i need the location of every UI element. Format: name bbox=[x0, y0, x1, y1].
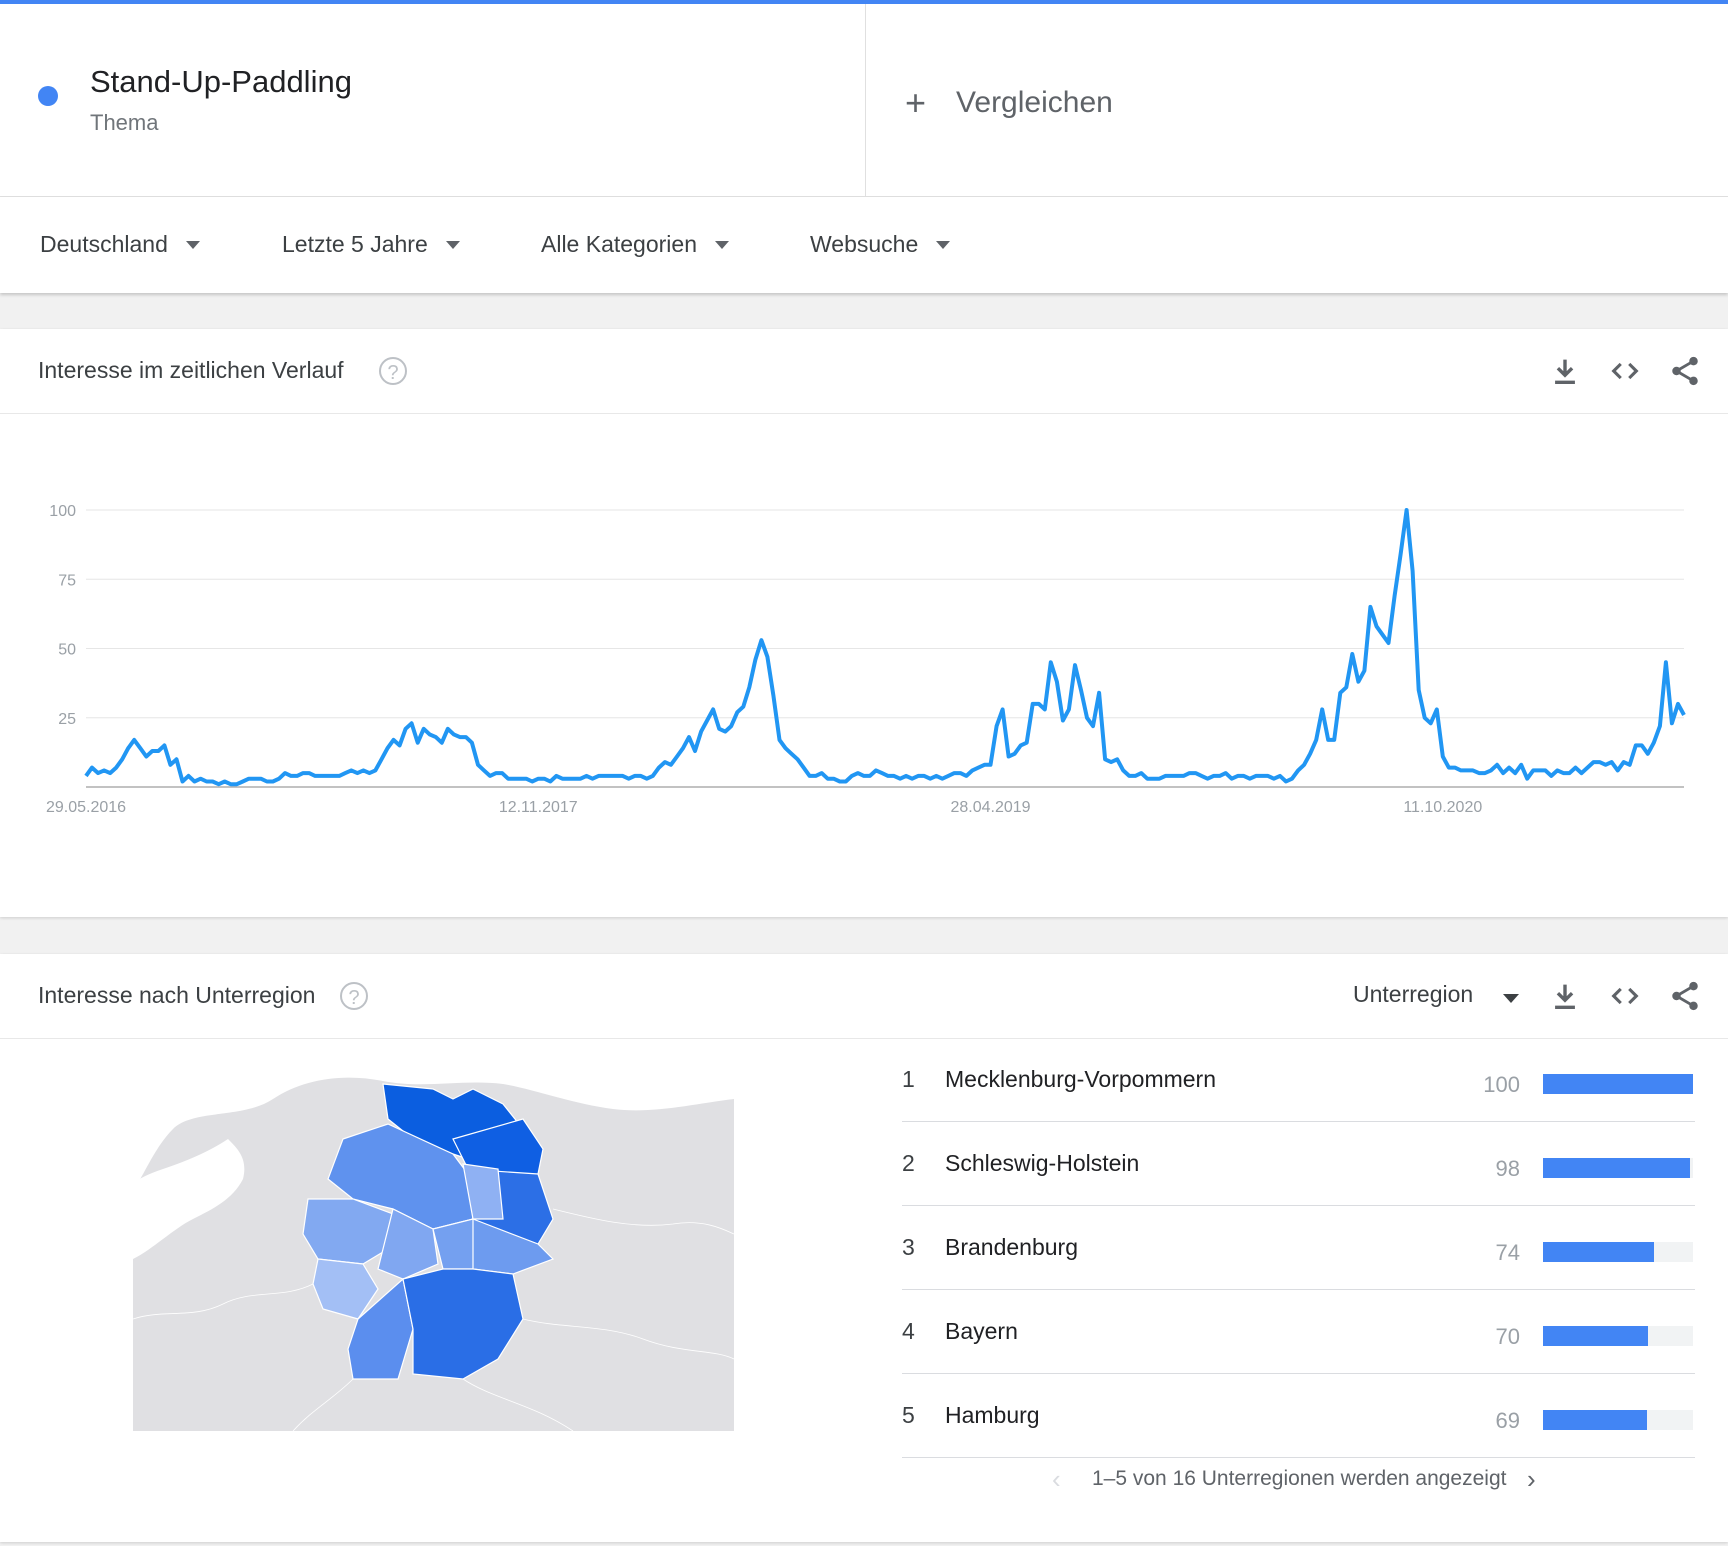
card-header: Interesse im zeitlichen Verlauf ? bbox=[0, 329, 1728, 414]
value-bar bbox=[1543, 1158, 1690, 1178]
download-icon[interactable] bbox=[1548, 979, 1582, 1013]
y-tick-label: 50 bbox=[58, 642, 76, 659]
card-title: Interesse im zeitlichen Verlauf bbox=[38, 357, 344, 383]
region-nordrhein-westfalen[interactable] bbox=[302, 1198, 394, 1265]
interest-line-chart: 100 75 50 25 29.05.2016 12.11.2017 28.04.2019 1… bbox=[46, 503, 1686, 816]
region-name: Bayern bbox=[945, 1318, 1018, 1344]
value-bar-track bbox=[1543, 1074, 1693, 1094]
chevron-down-icon bbox=[185, 240, 200, 249]
region-bayern[interactable] bbox=[402, 1268, 524, 1380]
region-value: 70 bbox=[1495, 1324, 1520, 1349]
ranking-row[interactable]: 4 Bayern 70 bbox=[902, 1290, 1695, 1374]
x-tick-label: 12.11.2017 bbox=[499, 799, 578, 816]
region-value: 98 bbox=[1495, 1156, 1520, 1181]
region-value: 74 bbox=[1495, 1240, 1520, 1265]
plus-icon: + bbox=[905, 82, 927, 123]
filter-time-dropdown[interactable]: Letzte 5 Jahre bbox=[282, 231, 460, 258]
region-value: 100 bbox=[1483, 1072, 1520, 1097]
region-name: Hamburg bbox=[945, 1402, 1040, 1428]
x-tick-label: 11.10.2020 bbox=[1403, 799, 1482, 816]
subregion-ranking-list: 1 Mecklenburg-Vorpommern 100 2 Schleswig… bbox=[902, 1038, 1695, 1458]
filter-bar: Deutschland Letzte 5 Jahre Alle Kategori… bbox=[0, 197, 1728, 293]
value-bar-track bbox=[1543, 1410, 1693, 1430]
compare-button[interactable]: + Vergleichen bbox=[905, 82, 1113, 123]
embed-code-icon[interactable] bbox=[1608, 979, 1642, 1013]
filter-label: Deutschland bbox=[40, 231, 168, 257]
resolution-label: Unterregion bbox=[1353, 981, 1474, 1007]
chevron-right-icon[interactable]: › bbox=[1527, 1464, 1536, 1494]
card-title: Interesse nach Unterregion bbox=[38, 982, 316, 1008]
term-color-dot bbox=[38, 86, 58, 106]
help-icon[interactable]: ? bbox=[379, 357, 407, 385]
filter-label: Letzte 5 Jahre bbox=[282, 231, 428, 257]
download-icon[interactable] bbox=[1548, 354, 1582, 388]
share-icon[interactable] bbox=[1668, 354, 1702, 388]
ranking-row[interactable]: 5 Hamburg 69 bbox=[902, 1374, 1695, 1458]
rank-number: 2 bbox=[902, 1150, 915, 1176]
rank-number: 4 bbox=[902, 1318, 915, 1344]
country-borders bbox=[133, 1208, 734, 1431]
interest-over-time-card: Interesse im zeitlichen Verlauf ? 100 75 5… bbox=[0, 329, 1728, 917]
chevron-left-icon[interactable]: ‹ bbox=[1052, 1464, 1061, 1494]
y-tick-label: 25 bbox=[58, 711, 76, 728]
filter-label: Alle Kategorien bbox=[541, 231, 697, 257]
x-tick-label: 29.05.2016 bbox=[46, 799, 126, 816]
interest-by-subregion-card: Interesse nach Unterregion ? Unterregion bbox=[0, 954, 1728, 1542]
pagination-text: 1–5 von 16 Unterregionen werden angezeig… bbox=[1092, 1467, 1507, 1490]
filter-label: Websuche bbox=[810, 231, 919, 257]
y-tick-label: 75 bbox=[58, 572, 76, 589]
value-bar-track bbox=[1543, 1158, 1693, 1178]
rank-number: 5 bbox=[902, 1402, 915, 1428]
rank-number: 3 bbox=[902, 1234, 915, 1260]
germany-subregion-map[interactable] bbox=[133, 1059, 734, 1431]
german-states bbox=[302, 1083, 555, 1380]
region-name: Schleswig-Holstein bbox=[945, 1150, 1140, 1176]
chevron-down-icon bbox=[1503, 994, 1519, 1003]
filter-category-dropdown[interactable]: Alle Kategorien bbox=[541, 231, 729, 258]
filter-search-type-dropdown[interactable]: Websuche bbox=[810, 231, 951, 258]
y-tick-label: 100 bbox=[49, 503, 76, 520]
region-sachsen-anhalt[interactable] bbox=[462, 1163, 504, 1220]
compare-label: Vergleichen bbox=[956, 86, 1113, 119]
value-bar bbox=[1543, 1074, 1693, 1094]
embed-code-icon[interactable] bbox=[1608, 354, 1642, 388]
search-term-bar: Stand-Up-Paddling Thema + Vergleichen bbox=[0, 4, 1728, 197]
region-value: 69 bbox=[1495, 1408, 1520, 1433]
filter-region-dropdown[interactable]: Deutschland bbox=[40, 231, 200, 258]
term-card[interactable]: Stand-Up-Paddling Thema bbox=[0, 4, 866, 196]
ranking-row[interactable]: 1 Mecklenburg-Vorpommern 100 bbox=[902, 1038, 1695, 1122]
pagination: ‹ 1–5 von 16 Unterregionen werden angeze… bbox=[0, 1464, 1728, 1494]
term-title: Stand-Up-Paddling bbox=[90, 64, 352, 99]
ranking-row[interactable]: 3 Brandenburg 74 bbox=[902, 1206, 1695, 1290]
sea-area bbox=[133, 1139, 245, 1259]
chevron-down-icon bbox=[715, 240, 729, 249]
resolution-dropdown[interactable]: Unterregion bbox=[1353, 981, 1519, 1008]
value-bar bbox=[1543, 1242, 1654, 1262]
value-bar bbox=[1543, 1410, 1647, 1430]
chevron-down-icon bbox=[445, 240, 460, 249]
interest-series-line[interactable] bbox=[84, 508, 1686, 787]
x-tick-label: 28.04.2019 bbox=[950, 799, 1030, 816]
ranking-row[interactable]: 2 Schleswig-Holstein 98 bbox=[902, 1122, 1695, 1206]
region-name: Mecklenburg-Vorpommern bbox=[945, 1066, 1217, 1092]
rank-number: 1 bbox=[902, 1066, 915, 1092]
card-header: Interesse nach Unterregion ? Unterregion bbox=[0, 954, 1728, 1039]
value-bar bbox=[1543, 1326, 1648, 1346]
share-icon[interactable] bbox=[1668, 979, 1702, 1013]
value-bar-track bbox=[1543, 1242, 1693, 1262]
value-bar-track bbox=[1543, 1326, 1693, 1346]
top-accent-line bbox=[0, 0, 1728, 4]
region-name: Brandenburg bbox=[945, 1234, 1078, 1260]
chevron-down-icon bbox=[936, 240, 951, 249]
region-sachsen[interactable] bbox=[472, 1218, 555, 1275]
term-type: Thema bbox=[90, 110, 159, 135]
region-hessen[interactable] bbox=[377, 1208, 439, 1280]
help-icon[interactable]: ? bbox=[340, 982, 368, 1010]
sea-area bbox=[133, 1059, 734, 1189]
